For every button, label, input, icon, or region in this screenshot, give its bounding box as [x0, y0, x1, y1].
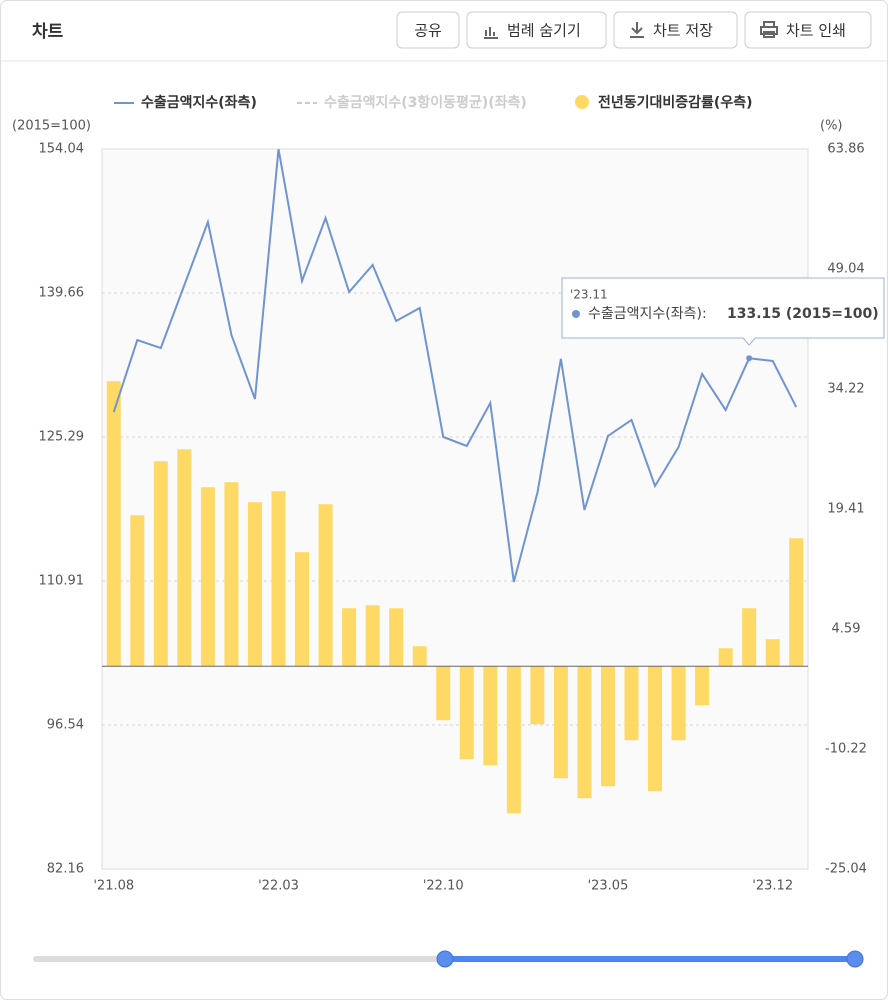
bar — [130, 515, 145, 667]
bar — [483, 666, 498, 766]
share-button[interactable]: 공유 — [396, 11, 460, 49]
bar — [789, 538, 804, 667]
y-tick-label: 154.04 — [39, 142, 85, 157]
bar — [200, 487, 215, 667]
button-label: 차트 인쇄 — [786, 22, 846, 40]
bar — [765, 639, 780, 667]
y2-tick-label: 49.04 — [827, 262, 864, 277]
bar — [742, 608, 757, 667]
y-tick-label: 82.16 — [47, 862, 84, 877]
bar — [271, 491, 286, 667]
bar — [318, 504, 333, 667]
y2-tick-label: 63.86 — [827, 142, 864, 157]
bar — [153, 461, 168, 667]
bar — [389, 608, 404, 667]
legend-swatch — [575, 95, 589, 109]
y2-tick-label: 19.41 — [827, 502, 864, 517]
bar — [553, 666, 568, 779]
bar — [600, 666, 615, 787]
x-tick-label: '23.12 — [752, 879, 793, 894]
y2-tick-label: 4.59 — [832, 622, 861, 637]
legend-label: 수출금액지수(3항이동평균)(좌측) — [324, 94, 527, 111]
legend-label: 수출금액지수(좌측) — [141, 94, 257, 111]
hover-point — [746, 355, 753, 362]
y2-tick-label: -25.04 — [825, 862, 867, 877]
bar — [247, 502, 262, 667]
y2-tick-label: -10.22 — [825, 741, 867, 756]
y-tick-label: 125.29 — [39, 429, 85, 444]
y-tick-label: 139.66 — [39, 286, 85, 301]
bar — [648, 666, 663, 792]
bar — [412, 646, 427, 667]
range-slider — [33, 950, 864, 968]
y2-tick-label: 34.22 — [827, 382, 864, 397]
legend-toggle-button[interactable]: 범례 숨기기 — [466, 11, 607, 49]
tooltip-value: 133.15 (2015=100) — [727, 306, 879, 322]
plot-area — [101, 148, 809, 870]
y2-axis-label: (%) — [820, 119, 843, 134]
bar — [436, 666, 451, 721]
tooltip-swatch — [572, 310, 580, 318]
legend-label: 전년동기대비증감률(우측) — [598, 94, 752, 111]
bar — [342, 608, 357, 667]
bar — [577, 666, 592, 799]
button-label: 범례 숨기기 — [507, 22, 581, 40]
bar — [106, 381, 121, 667]
tooltip-box — [561, 277, 885, 346]
bar — [718, 648, 733, 667]
y-tick-label: 96.54 — [47, 717, 84, 732]
bar — [365, 605, 380, 667]
print-button[interactable]: 차트 인쇄 — [744, 11, 872, 49]
button-label: 차트 저장 — [653, 22, 713, 40]
bar — [506, 666, 521, 814]
button-label: 공유 — [414, 22, 442, 40]
bar — [224, 482, 239, 667]
y-axis-label: (2015=100) — [12, 119, 91, 134]
bar — [295, 552, 310, 667]
tooltip-category: '23.11 — [570, 288, 608, 302]
slider-handle[interactable] — [846, 950, 864, 968]
bar — [459, 666, 474, 760]
tooltip-label: 수출금액지수(좌측): — [588, 306, 707, 322]
save-button[interactable]: 차트 저장 — [613, 11, 738, 49]
bar — [530, 666, 545, 725]
x-tick-label: '22.03 — [258, 879, 299, 894]
bar — [177, 449, 192, 667]
header-title: 차트 — [32, 22, 64, 42]
x-tick-label: '22.10 — [423, 879, 464, 894]
line — [112, 148, 798, 583]
slider-handle[interactable] — [436, 950, 454, 968]
bar — [624, 666, 639, 741]
x-tick-label: '23.05 — [588, 879, 629, 894]
y-tick-label: 110.91 — [39, 574, 85, 589]
bar — [695, 666, 710, 706]
x-tick-label: '21.08 — [93, 879, 134, 894]
bar — [671, 666, 686, 741]
